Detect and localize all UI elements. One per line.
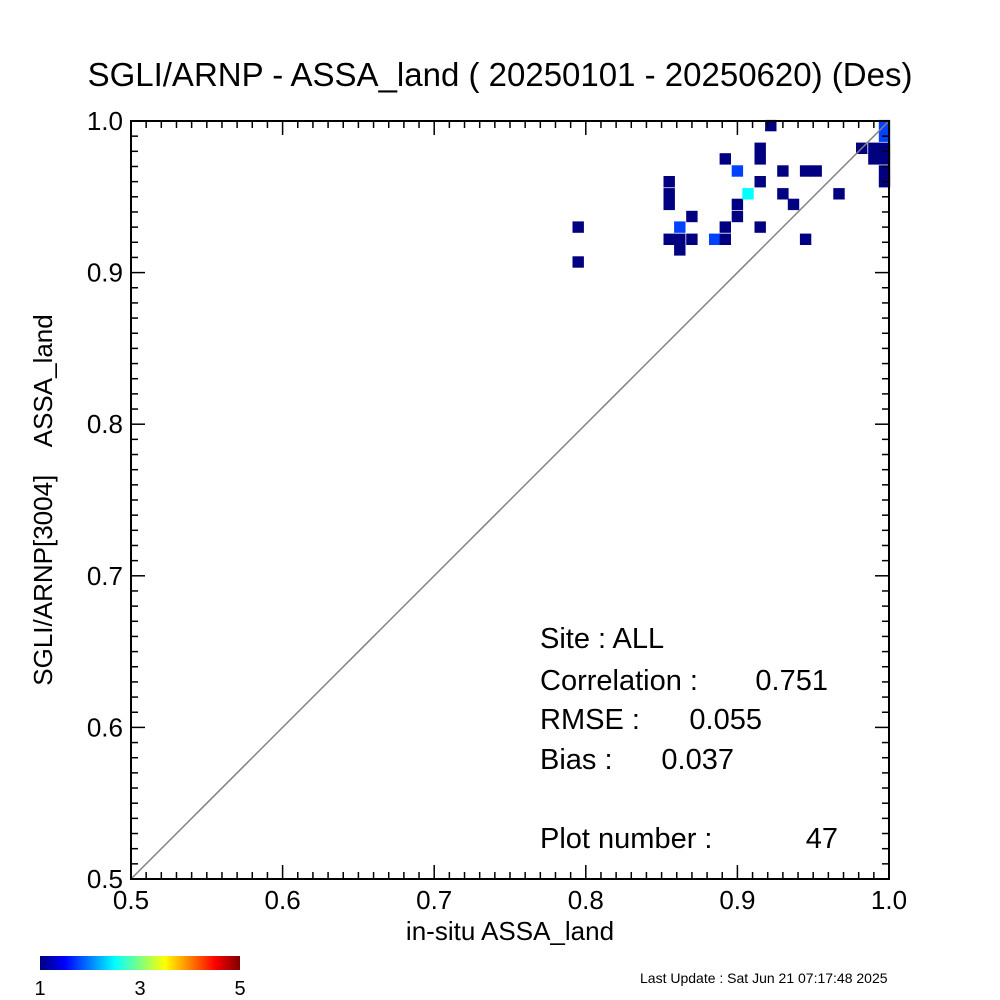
- heatmap-cell: [674, 221, 686, 233]
- heatmap-cell: [731, 165, 744, 177]
- stats-plot-number-label: Plot number :: [540, 823, 712, 855]
- stats-rmse-value: 0.055: [689, 704, 762, 736]
- stats-rmse-label: RMSE :: [540, 704, 640, 736]
- heatmap-cell: [765, 119, 777, 132]
- heatmap-cell: [787, 198, 800, 211]
- axis-ticks: [130, 120, 890, 880]
- heatmap-cell: [663, 176, 675, 188]
- heatmap-cell: [686, 233, 698, 245]
- heatmap-cell: [777, 188, 789, 200]
- heatmap-cell: [754, 176, 766, 188]
- heatmap-cell: [719, 233, 731, 245]
- heatmap-cell: [742, 188, 754, 200]
- last-update-text: Last Update : Sat Jun 21 07:17:48 2025: [640, 970, 888, 986]
- heatmap-cell: [799, 233, 812, 245]
- heatmap-cell: [663, 188, 675, 200]
- y-tick-label: 0.7: [87, 561, 123, 591]
- heatmap-cell: [754, 221, 766, 233]
- x-tick-label: 0.7: [416, 885, 452, 915]
- heatmap-cell: [810, 165, 822, 177]
- x-tick-label: 0.5: [113, 885, 149, 915]
- axis-tick-labels: 0.5 0.6 0.7 0.8 0.9 1.0 0.5 0.6 0.7 0.8 0.9 1.0: [87, 106, 907, 915]
- colorbar-gradient: [40, 956, 240, 970]
- y-tick-label: 1.0: [87, 106, 123, 136]
- heatmap-cell: [754, 142, 766, 154]
- colorbar-max-label: 5: [234, 978, 245, 1000]
- stats-bias-label: Bias :: [540, 744, 613, 776]
- y-tick-label: 0.6: [87, 712, 123, 742]
- chart-title: SGLI/ARNP - ASSA_land ( 20250101 - 20250…: [87, 56, 913, 93]
- heatmap-cell: [709, 233, 721, 245]
- x-tick-label: 1.0: [871, 885, 907, 915]
- heatmap-cell: [878, 142, 891, 154]
- heatmap-cell: [663, 233, 675, 245]
- heatmap-cell: [674, 233, 686, 245]
- heatmap-cell: [754, 153, 766, 165]
- x-tick-label: 0.6: [265, 885, 301, 915]
- colorbar-min-label: 1: [34, 978, 45, 1000]
- one-to-one-line: [130, 120, 890, 880]
- stats-site: Site : ALL: [540, 623, 664, 655]
- y-tick-label: 0.9: [87, 258, 123, 288]
- x-tick-label: 0.9: [719, 885, 755, 915]
- heatmap-cell: [777, 165, 789, 177]
- heatmap-cell: [719, 221, 731, 233]
- heatmap-cell: [663, 198, 675, 211]
- heatmap-cell: [572, 256, 584, 268]
- stats-bias-value: 0.037: [661, 744, 734, 776]
- stats-plot-number-value: 47: [806, 823, 838, 855]
- heatmap-cell: [731, 210, 744, 223]
- stats-correlation-label: Correlation :: [540, 665, 698, 697]
- x-tick-label: 0.8: [568, 885, 604, 915]
- heatmap-cell: [572, 221, 584, 233]
- heatmap-cell: [731, 198, 744, 211]
- heatmap-cell: [868, 153, 880, 165]
- stats-correlation-value: 0.751: [755, 665, 828, 697]
- heatmap-cell: [878, 165, 891, 177]
- heatmap-cell: [833, 188, 845, 200]
- heatmap-cell: [719, 153, 731, 165]
- heatmap-cell: [674, 244, 686, 256]
- heatmap-cell: [686, 210, 698, 223]
- y-tick-label: 0.8: [87, 409, 123, 439]
- y-axis-label: SGLI/ARNP[3004] ASSA_land: [28, 314, 58, 685]
- y-tick-label: 0.5: [87, 864, 123, 894]
- colorbar: 1 3 5: [34, 956, 246, 1000]
- colorbar-mid-label: 3: [134, 978, 145, 1000]
- heatmap-cells: [572, 119, 891, 268]
- heatmap-cell: [868, 142, 880, 154]
- x-axis-label: in-situ ASSA_land: [406, 916, 614, 946]
- heatmap-cell: [799, 165, 812, 177]
- heatmap-cell: [878, 153, 891, 165]
- stats-box: Site : ALL Correlation : 0.751 RMSE : 0.…: [540, 623, 838, 855]
